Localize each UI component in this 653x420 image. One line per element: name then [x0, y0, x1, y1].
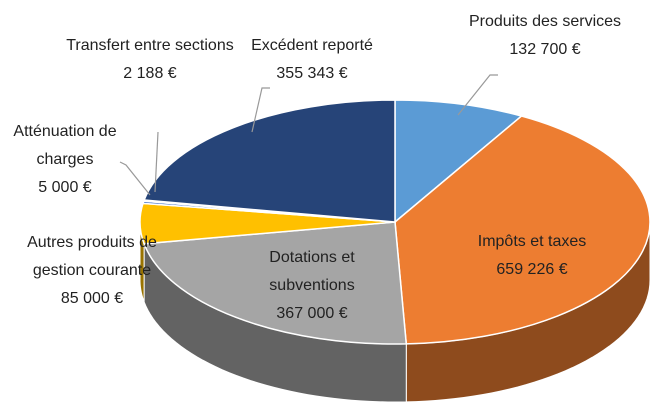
slice-label: Excédent reporté 355 343 €: [222, 32, 402, 88]
slice: [394, 115, 651, 345]
value-label: 5 000 €: [38, 179, 92, 196]
slice-label: Transfert entre sections 2 188 €: [65, 32, 235, 88]
category-label: Excédent reporté: [251, 37, 373, 54]
category-label: Impôts et taxes: [477, 233, 587, 250]
value-label: 132 700 €: [509, 41, 581, 58]
value-label: 2 188 €: [123, 65, 177, 82]
slice: [143, 99, 396, 223]
slice: [394, 99, 524, 224]
category-label: Produits des services: [468, 13, 622, 30]
value-label: 85 000 €: [60, 290, 124, 307]
slice-label: Autres produits de gestion courante 85 00…: [14, 229, 170, 313]
leader-line: [154, 131, 159, 193]
category-label: Transfert entre sections: [66, 37, 234, 54]
category-label: Dotations et subventions: [269, 249, 355, 294]
category-label: Atténuation de charges: [13, 123, 117, 168]
leader-line: [251, 87, 270, 133]
value-label: 659 226 €: [496, 261, 568, 278]
value-label: 355 343 €: [276, 65, 348, 82]
slice-label: Impôts et taxes 659 226 €: [437, 228, 627, 284]
leader-lines: [119, 74, 498, 196]
slice: [143, 221, 408, 345]
category-label: Autres produits de gestion courante: [27, 234, 157, 279]
leader-line: [457, 74, 498, 116]
slice-label: Produits des services 132 700 €: [440, 8, 650, 64]
value-label: 367 000 €: [276, 305, 348, 322]
leader-line: [119, 161, 151, 196]
slice-label: Dotations et subventions 367 000 €: [242, 244, 382, 328]
slice-label: Atténuation de charges 5 000 €: [2, 118, 128, 202]
